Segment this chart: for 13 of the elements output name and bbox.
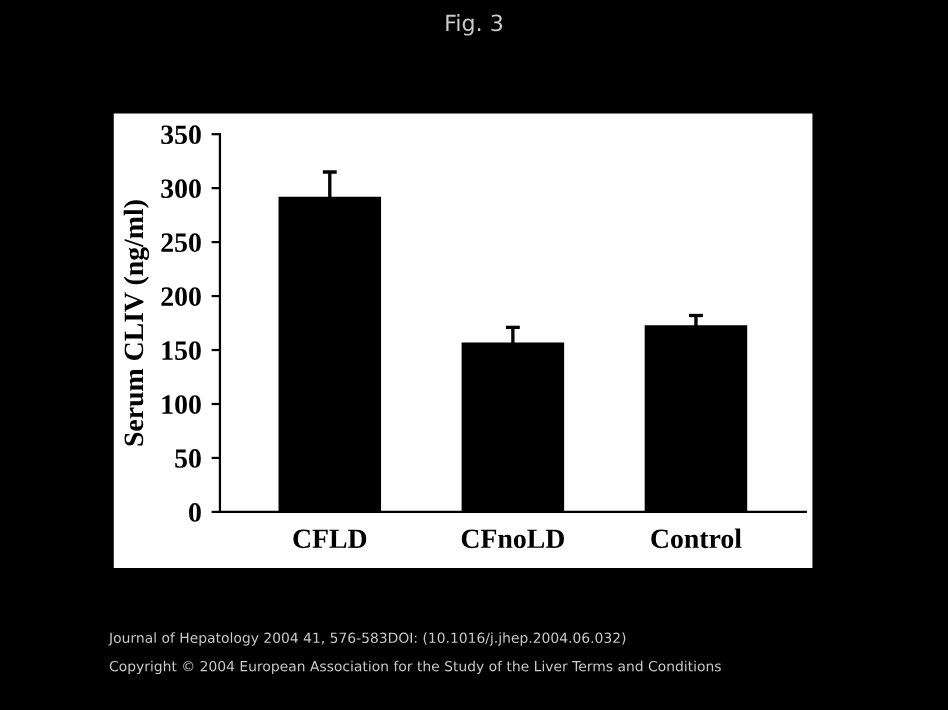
y-tick-label: 350	[161, 125, 201, 145]
x-tick-label: CFLD	[293, 529, 367, 549]
y-tick-label: 0	[189, 503, 201, 522]
x-tick-label: CFnoLD	[461, 529, 564, 549]
x-tick-label: Control	[651, 528, 742, 549]
y-tick-label: 150	[162, 341, 201, 360]
y-axis-title: Serum CLIV (ng/ml)	[123, 200, 150, 446]
y-tick-label: 50	[175, 449, 201, 468]
y-tick-label: 100	[162, 395, 201, 414]
chart-title: Fig. 3	[446, 14, 503, 36]
y-tick-label: 300	[161, 179, 201, 199]
y-tick-label: 200	[161, 287, 201, 306]
y-tick-label: 250	[161, 233, 201, 253]
